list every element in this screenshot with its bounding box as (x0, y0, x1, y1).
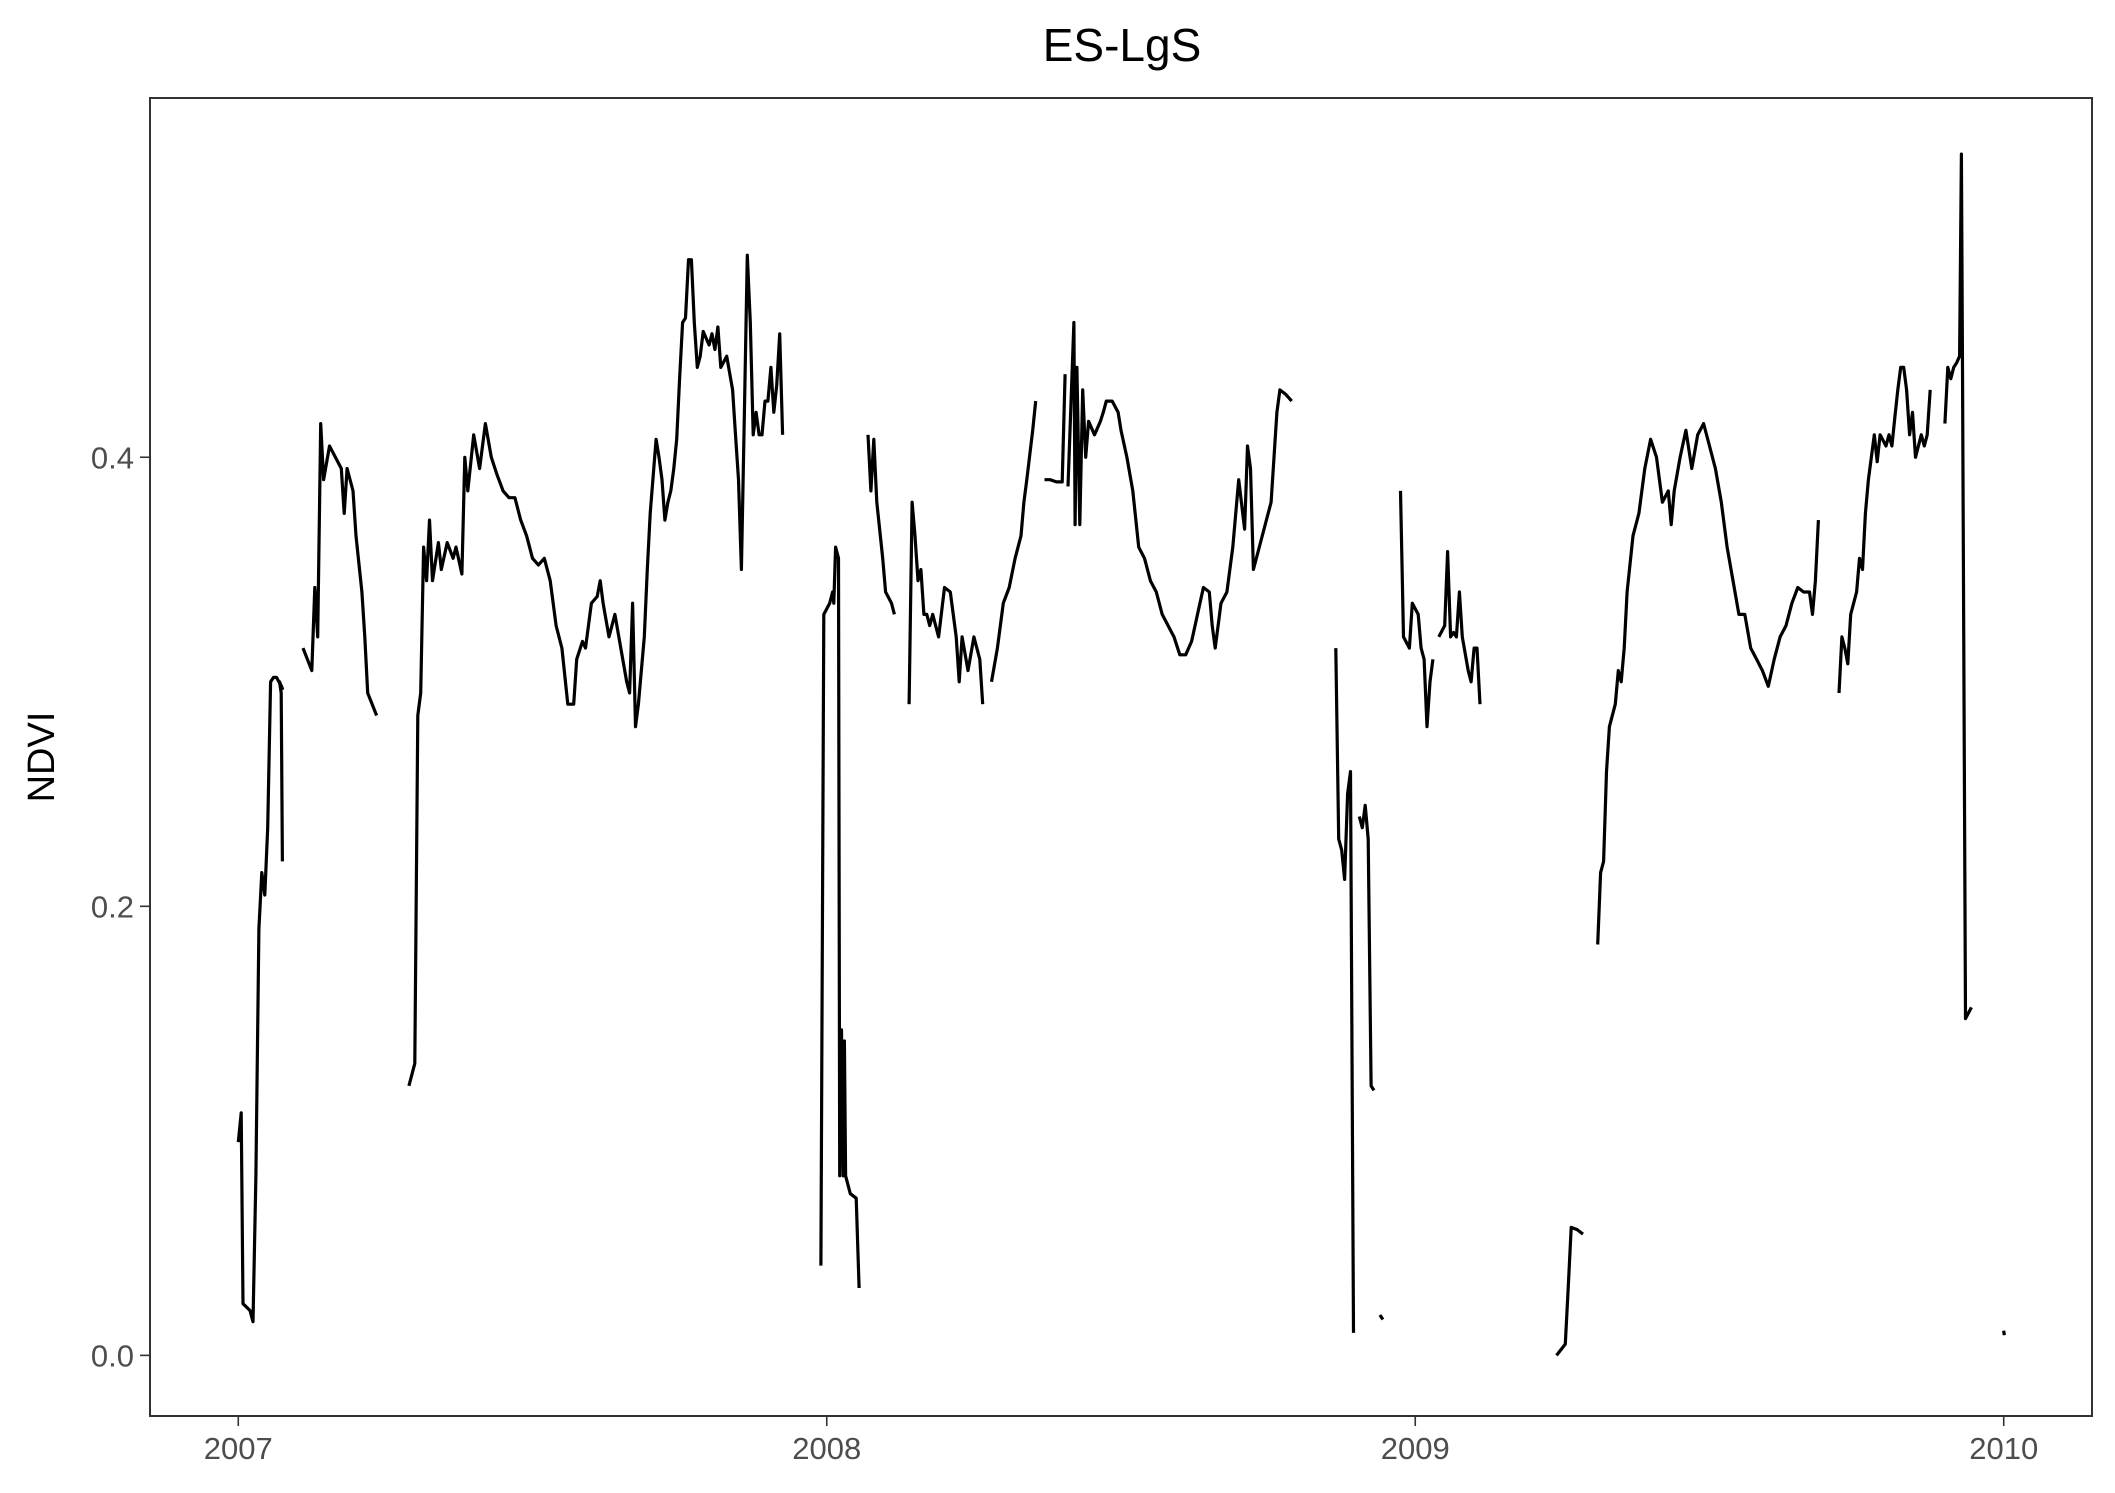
ndvi-line-segment-9 (1066, 320, 1293, 657)
y-tick-label: 0.2 (91, 889, 134, 924)
ndvi-line-segment-8 (1044, 374, 1067, 484)
ndvi-line-segment-1 (236, 675, 284, 1324)
ndvi-line-segment-11 (1357, 803, 1376, 1092)
x-tick-label: 2007 (204, 1431, 273, 1466)
y-tick-label: 0.4 (91, 440, 134, 475)
y-tick-label: 0.0 (91, 1338, 134, 1373)
ndvi-line-segment-2 (301, 422, 379, 717)
ndvi-line-segment-12 (1378, 1314, 1385, 1321)
x-tick-label: 2010 (1969, 1431, 2038, 1466)
ndvi-line-segment-4 (819, 545, 861, 1289)
x-axis: 2007 2008 2009 2010 (204, 1416, 2038, 1466)
ndvi-line-segment-19 (2002, 1330, 2006, 1336)
chart-title: ES-LgS (1043, 19, 1202, 71)
ndvi-line-segment-3 (407, 253, 785, 1087)
ndvi-line-segment-13 (1398, 490, 1435, 729)
plot-panel (149, 97, 2093, 1417)
ndvi-line-segment-17 (1837, 365, 1932, 694)
x-tick-label: 2008 (792, 1431, 861, 1466)
ndvi-series (236, 152, 2006, 1357)
y-axis: 0.0 0.2 0.4 (91, 440, 150, 1373)
ndvi-line-segment-18 (1943, 152, 1973, 1021)
ndvi-line-segment-15 (1555, 1225, 1584, 1357)
y-axis-title: NDVI (21, 712, 63, 803)
ndvi-line-segment-5 (866, 434, 896, 615)
ndvi-line-segment-16 (1596, 422, 1820, 945)
ndvi-line-segment-10 (1334, 648, 1356, 1333)
x-tick-label: 2009 (1381, 1431, 1450, 1466)
ndvi-line-segment-14 (1437, 549, 1482, 705)
ndvi-line-segment-6 (907, 500, 985, 705)
ndvi-line-segment-7 (989, 400, 1038, 683)
